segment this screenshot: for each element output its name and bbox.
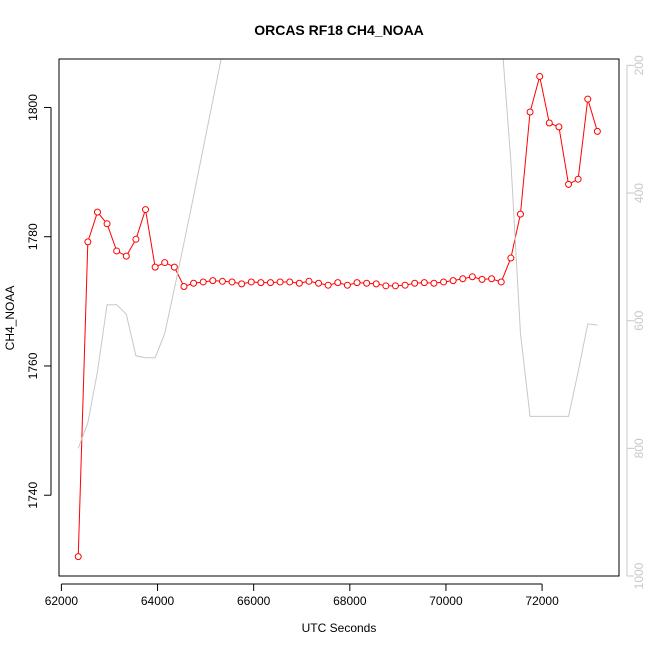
plot-frame	[58, 58, 620, 577]
data-point	[286, 278, 294, 286]
data-point	[190, 279, 198, 287]
data-point	[315, 279, 323, 287]
x-tick-label: 68000	[333, 594, 367, 608]
data-point	[391, 282, 399, 290]
data-point	[113, 247, 121, 255]
x-tick-label: 64000	[141, 594, 175, 608]
data-point	[247, 278, 255, 286]
data-point	[353, 279, 361, 287]
data-point	[295, 279, 303, 287]
data-point	[584, 95, 592, 103]
data-point	[132, 235, 140, 243]
data-point	[334, 279, 342, 287]
data-point	[593, 127, 601, 135]
data-point	[459, 275, 467, 283]
data-point	[420, 279, 428, 287]
plot-area	[74, 59, 601, 561]
y-tick-label: 1760	[26, 352, 40, 379]
y-axis-label: CH4_NOAA	[3, 286, 17, 351]
axes: 62000 64000 66000 68000 70000 72000 1740 1760 17…	[26, 55, 646, 608]
data-point	[565, 180, 573, 188]
data-point	[84, 238, 92, 246]
data-point	[488, 275, 496, 283]
data-point	[74, 553, 82, 561]
y2-tick-label: 200	[632, 55, 646, 75]
y-tick-label: 1800	[26, 94, 40, 121]
y2-tick-label: 400	[632, 183, 646, 203]
data-point	[536, 72, 544, 80]
data-point	[238, 280, 246, 288]
chart-title: ORCAS RF18 CH4_NOAA	[254, 22, 424, 38]
data-point	[228, 278, 236, 286]
x-axis-label: UTC Seconds	[302, 621, 377, 635]
data-point	[324, 281, 332, 289]
data-point	[122, 252, 130, 260]
data-point	[468, 273, 476, 281]
data-point	[372, 280, 380, 288]
data-point	[305, 277, 313, 285]
data-point	[430, 279, 438, 287]
data-point	[363, 279, 371, 287]
x-tick-label: 66000	[237, 594, 271, 608]
data-point	[276, 278, 284, 286]
data-point	[401, 281, 409, 289]
data-point	[161, 259, 169, 267]
data-point	[170, 263, 178, 271]
data-point	[142, 206, 150, 214]
y-tick-label: 1780	[26, 223, 40, 250]
data-point	[545, 119, 553, 127]
y2-tick-label: 600	[632, 310, 646, 330]
data-point	[180, 282, 188, 290]
y-tick-label: 1740	[26, 482, 40, 509]
data-point	[507, 254, 515, 262]
data-point	[440, 278, 448, 286]
x-tick-label: 70000	[429, 594, 463, 608]
data-point	[343, 281, 351, 289]
data-point	[151, 263, 159, 271]
series-line-right-axis	[77, 59, 598, 449]
y2-tick-label: 1000	[632, 562, 646, 589]
data-point	[516, 210, 524, 218]
data-point	[382, 282, 390, 290]
data-point	[574, 175, 582, 183]
data-point	[267, 279, 274, 287]
data-point	[218, 277, 226, 285]
y2-tick-label: 800	[632, 438, 646, 458]
x-tick-label: 72000	[525, 594, 559, 608]
data-point	[497, 278, 505, 286]
data-point	[209, 277, 217, 285]
data-point	[478, 275, 486, 283]
data-point	[199, 278, 207, 286]
data-point	[449, 277, 457, 285]
x-tick-label: 62000	[45, 594, 79, 608]
data-point	[526, 108, 534, 116]
data-point	[257, 279, 265, 287]
data-point	[411, 279, 419, 287]
data-point	[103, 220, 111, 228]
data-point	[93, 208, 101, 216]
data-point	[555, 123, 563, 131]
